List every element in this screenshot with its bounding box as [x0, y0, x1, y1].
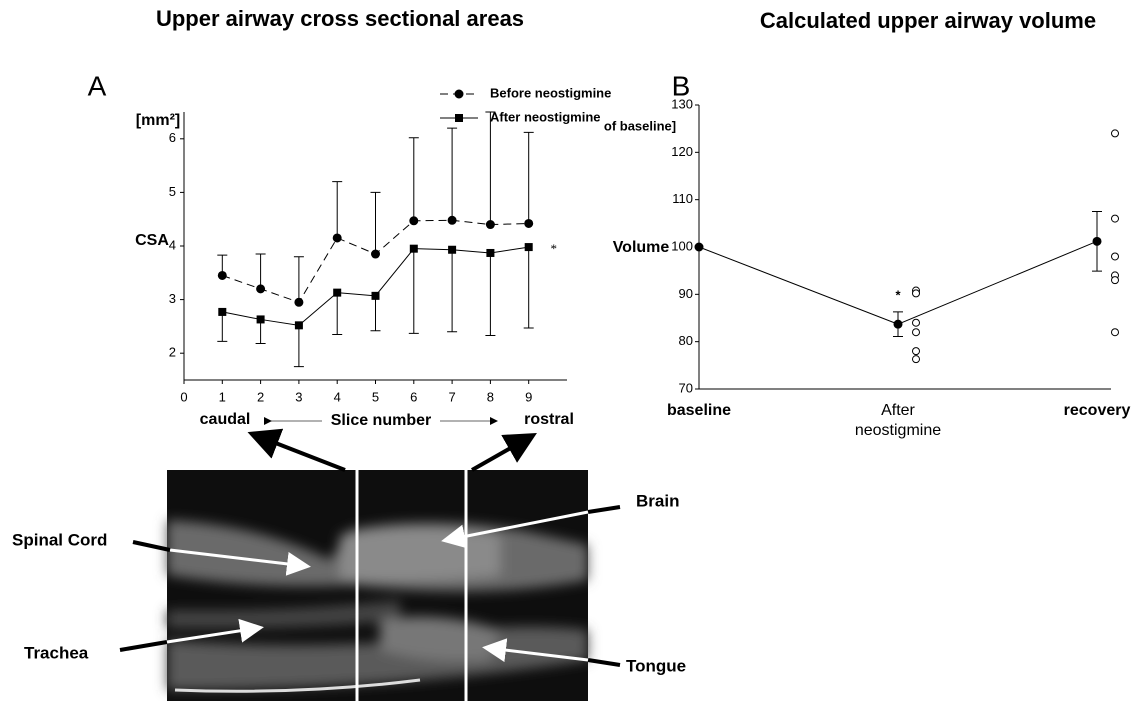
image-label: Tongue	[626, 656, 686, 675]
error-bar	[523, 247, 534, 329]
legend-label: After neostigmine	[490, 109, 601, 124]
marker	[485, 220, 495, 230]
individual-point	[1111, 328, 1119, 337]
error-bar	[447, 249, 458, 333]
x-tick-label: 5	[372, 389, 379, 404]
individual-point	[912, 318, 920, 327]
marker	[524, 218, 534, 228]
individual-point	[912, 347, 920, 356]
error-bar	[217, 311, 228, 342]
x-start-label: caudal	[200, 411, 251, 428]
error-bar	[447, 127, 458, 221]
panel-label: B	[672, 70, 691, 101]
image-label: Trachea	[24, 643, 89, 662]
y-tick-label: 6	[169, 130, 176, 145]
marker	[694, 242, 704, 252]
x-tick-label: 8	[487, 389, 494, 404]
marker	[1092, 236, 1102, 246]
error-bar	[408, 137, 419, 221]
x-tick-label: 2	[257, 389, 264, 404]
marker	[371, 249, 380, 259]
y-tick-label: 5	[169, 184, 176, 199]
x-tick-label: 0	[180, 389, 187, 404]
x-tick-label: 4	[334, 389, 341, 404]
error-bar	[255, 253, 266, 289]
error-bar	[255, 319, 266, 345]
marker	[486, 248, 495, 257]
x-tick-label: baseline	[666, 402, 732, 419]
error-bar	[370, 295, 381, 332]
y-tick-label: 70	[679, 380, 693, 395]
error-bar	[293, 325, 304, 368]
individual-point	[1111, 252, 1119, 261]
error-bar	[485, 111, 496, 225]
x-tick-label: 6	[410, 389, 417, 404]
marker	[256, 284, 266, 294]
panel-label: A	[88, 70, 107, 101]
y-tick-label: 2	[169, 345, 176, 360]
x-tick-label-box: baseline	[666, 402, 732, 419]
individual-point	[912, 289, 920, 298]
x-end-label: rostral	[524, 411, 574, 428]
error-bar	[523, 131, 534, 224]
y-tick-label: 120	[671, 144, 693, 159]
error-bar	[293, 256, 304, 303]
image-label: Spinal Cord	[12, 530, 107, 549]
chart-title: Calculated upper airway volume	[760, 8, 1096, 33]
individual-point	[1111, 214, 1119, 223]
error-bar	[332, 181, 343, 238]
individual-point	[1111, 276, 1119, 285]
marker	[447, 215, 457, 225]
marker	[893, 319, 903, 329]
x-tick-label: 1	[219, 389, 226, 404]
individual-point	[912, 355, 920, 364]
y-tick-label: 4	[169, 237, 176, 252]
y-tick-label: 3	[169, 291, 176, 306]
marker	[332, 233, 342, 243]
mri-image	[119, 428, 621, 701]
x-tick-label: 3	[295, 389, 302, 404]
legend-label: Before neostigmine	[490, 85, 611, 100]
annotation: *	[550, 241, 557, 256]
error-bar	[408, 248, 419, 334]
legend-marker	[454, 89, 464, 99]
x-axis-label: Slice number	[331, 412, 431, 429]
y-tick-label: 110	[672, 191, 693, 206]
x-tick-label-box: recovery	[1063, 402, 1131, 419]
marker	[333, 288, 342, 297]
y-tick-label: 130	[671, 96, 693, 111]
legend-marker	[455, 114, 463, 122]
x-tick-label-box: After neostigmine	[854, 402, 942, 439]
y-axis-name: Volume	[613, 239, 670, 256]
x-tick-label: After neostigmine	[854, 402, 942, 439]
marker	[409, 244, 418, 253]
error-bar	[485, 252, 496, 337]
x-tick-label: 7	[448, 389, 455, 404]
y-axis-name: CSA	[135, 232, 169, 249]
annotation: *	[895, 287, 901, 302]
marker	[409, 216, 419, 226]
y-axis-label: [mm²]	[136, 112, 180, 129]
chart-title: Upper airway cross sectional areas	[156, 6, 524, 31]
marker	[294, 297, 304, 307]
y-tick-label: 100	[671, 238, 693, 253]
image-label: Brain	[636, 491, 679, 510]
marker	[256, 315, 265, 324]
marker	[294, 321, 303, 330]
y-tick-label: 80	[679, 333, 693, 348]
y-tick-label: 90	[679, 286, 693, 301]
error-bar	[332, 292, 343, 335]
individual-point	[912, 328, 920, 337]
marker	[448, 245, 457, 254]
marker	[524, 243, 533, 252]
y-axis-label: of baseline]	[604, 118, 676, 133]
marker	[217, 270, 227, 280]
marker	[218, 307, 227, 316]
x-tick-label: recovery	[1063, 402, 1131, 419]
marker	[371, 291, 380, 300]
error-bar	[370, 191, 381, 255]
individual-point	[1111, 129, 1119, 138]
x-tick-label: 9	[525, 389, 532, 404]
